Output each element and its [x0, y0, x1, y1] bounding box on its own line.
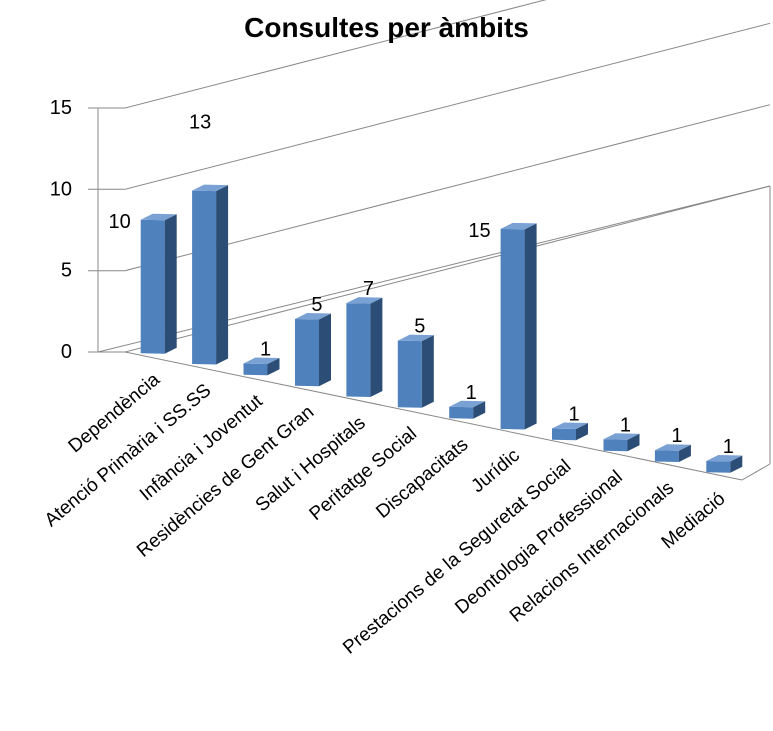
data-label: 5	[311, 294, 322, 316]
bar-side	[216, 185, 229, 365]
bar-top	[449, 400, 486, 408]
bar-side	[473, 401, 486, 419]
bar-front	[243, 363, 268, 376]
bar	[192, 184, 229, 365]
bar-front	[295, 319, 319, 387]
bar-side	[678, 444, 691, 462]
data-label: 1	[723, 436, 734, 458]
bar	[397, 334, 434, 408]
data-label: 1	[620, 414, 631, 436]
bar	[603, 433, 640, 452]
bar-front	[397, 340, 422, 408]
bar-front	[706, 461, 731, 473]
y-axis-ticks: 0 5 10 15	[50, 97, 72, 363]
gridline	[88, 104, 771, 272]
bar	[706, 455, 743, 473]
bar-side	[370, 297, 383, 397]
bar	[243, 357, 280, 376]
bar	[140, 213, 177, 354]
x-tick-label: Jurídic	[467, 445, 523, 497]
bar	[295, 313, 331, 387]
bar-side	[576, 423, 588, 441]
y-tick-label: 0	[61, 341, 72, 363]
axis-edge	[741, 463, 771, 481]
bar	[552, 422, 588, 441]
bar	[654, 444, 691, 462]
bar-top	[295, 313, 331, 320]
bar-front	[192, 190, 217, 365]
bar-top	[140, 213, 177, 221]
bar-front	[140, 219, 165, 354]
bar-front	[654, 450, 679, 462]
gridline	[88, 22, 771, 190]
bar-front	[552, 428, 576, 441]
bar-front	[346, 303, 371, 397]
bar-top	[192, 184, 229, 192]
bar-top	[552, 422, 588, 429]
bar-side	[267, 358, 280, 376]
x-tick-label: Prestacions de la Seguretat Social	[339, 456, 575, 659]
y-tick-label: 10	[50, 178, 72, 200]
bar-front	[500, 228, 525, 430]
bar	[449, 400, 486, 419]
bar-side	[421, 335, 434, 408]
chart-title: Consultes per àmbits	[244, 12, 529, 43]
bar-side	[319, 313, 331, 387]
bar-top	[706, 455, 743, 462]
bar-side	[164, 214, 177, 354]
axis-edge	[124, 351, 743, 481]
data-label: 7	[363, 278, 374, 300]
bar-side	[730, 455, 743, 473]
data-label: 10	[108, 211, 130, 233]
data-label: 1	[466, 382, 477, 404]
y-tick-label: 15	[50, 97, 72, 119]
bar-top	[346, 297, 383, 304]
bar	[346, 297, 383, 397]
bar-top	[243, 357, 280, 364]
bar-top	[500, 222, 537, 230]
bar-side	[524, 223, 537, 430]
x-tick-label: Salut i Hospitals	[252, 412, 370, 516]
bar-side	[627, 433, 640, 452]
data-label: 1	[568, 403, 579, 425]
data-label: 5	[414, 316, 425, 338]
bars	[140, 184, 743, 473]
data-label: 1	[260, 338, 271, 360]
gridline	[88, 0, 547, 109]
bar-front	[603, 439, 628, 452]
y-tick-label: 5	[61, 260, 72, 282]
bar-top	[397, 334, 434, 342]
bar	[500, 222, 537, 430]
data-label: 1	[671, 425, 682, 447]
bar-front	[449, 406, 474, 419]
data-label: 15	[468, 220, 490, 242]
bar-top	[654, 444, 691, 451]
data-label: 13	[189, 112, 211, 134]
bar-top	[603, 433, 640, 440]
x-tick-label: Peritatge Social	[306, 423, 421, 525]
